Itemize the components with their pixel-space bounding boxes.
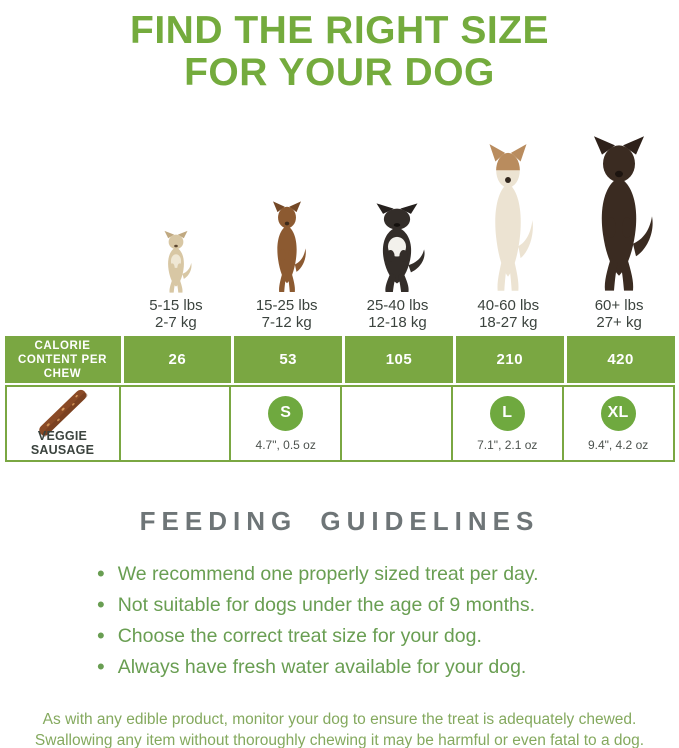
calorie-value: 105	[342, 336, 453, 383]
feeding-guideline-item: Always have fresh water available for yo…	[97, 651, 679, 682]
weight-labels-row: 5-15 lbs 2-7 kg 15-25 lbs 7-12 kg 25-40 …	[5, 297, 675, 331]
weight-label: 25-40 lbs 12-18 kg	[366, 297, 429, 331]
treat-dimensions: 4.7", 0.5 oz	[255, 437, 316, 452]
page-title-line-1: FIND THE RIGHT SIZE	[130, 9, 549, 52]
treat-dimensions: 7.1", 2.1 oz	[477, 437, 538, 452]
product-cell: VEGGIE SAUSAGE	[4, 385, 121, 462]
weight-label: 5-15 lbs 2-7 kg	[149, 297, 203, 331]
weight-label-spacer	[5, 297, 121, 331]
treat-cell: S 4.7", 0.5 oz	[231, 385, 343, 462]
feeding-guidelines-list: We recommend one properly sized treat pe…	[97, 558, 679, 682]
weight-label: 60+ lbs 27+ kg	[594, 297, 644, 331]
calorie-row-label: CALORIE CONTENT PER CHEW	[4, 336, 121, 383]
dog-labrador-image	[564, 134, 675, 294]
feeding-guideline-item: Choose the correct treat size for your d…	[97, 620, 679, 651]
dog-size-row	[5, 116, 675, 294]
size-badge: XL	[600, 395, 636, 431]
treat-cell: XL 9.4", 4.2 oz	[563, 385, 675, 462]
weight-label: 40-60 lbs 18-27 kg	[477, 297, 540, 331]
treat-size-row: VEGGIE SAUSAGE S 4.7", 0.5 oz L 7.1", 2.…	[4, 385, 675, 462]
feeding-guidelines-heading: FEEDING GUIDELINES	[139, 506, 540, 536]
treat-dimensions: 9.4", 4.2 oz	[587, 437, 649, 452]
calorie-value: 210	[452, 336, 564, 383]
calorie-header-row: CALORIE CONTENT PER CHEW 26 53 105 210 4…	[4, 336, 675, 383]
calorie-value: 26	[120, 336, 232, 383]
size-badge: L	[489, 395, 525, 431]
treat-cell	[120, 385, 232, 462]
calorie-value: 53	[231, 336, 343, 383]
weight-label: 15-25 lbs 7-12 kg	[255, 297, 318, 331]
safety-disclaimer: As with any edible product, monitor your…	[34, 711, 645, 748]
dog-husky-image	[453, 142, 564, 294]
treat-cell: L 7.1", 2.1 oz	[452, 385, 564, 462]
dog-chihuahua-image	[121, 230, 232, 294]
product-name-label: VEGGIE SAUSAGE	[30, 429, 95, 457]
calorie-value: 420	[563, 336, 675, 383]
dog-border-collie-image	[342, 202, 453, 294]
size-badge: S	[268, 395, 304, 431]
page-title-line-2: FOR YOUR DOG	[184, 51, 495, 94]
treat-cell	[342, 385, 453, 462]
sausage-stick-icon	[29, 387, 97, 444]
page-title: FIND THE RIGHT SIZE FOR YOUR DOG	[0, 10, 679, 94]
dog-dachshund-image	[231, 200, 342, 294]
feeding-guideline-item: We recommend one properly sized treat pe…	[97, 558, 679, 589]
feeding-guideline-item: Not suitable for dogs under the age of 9…	[97, 589, 679, 620]
